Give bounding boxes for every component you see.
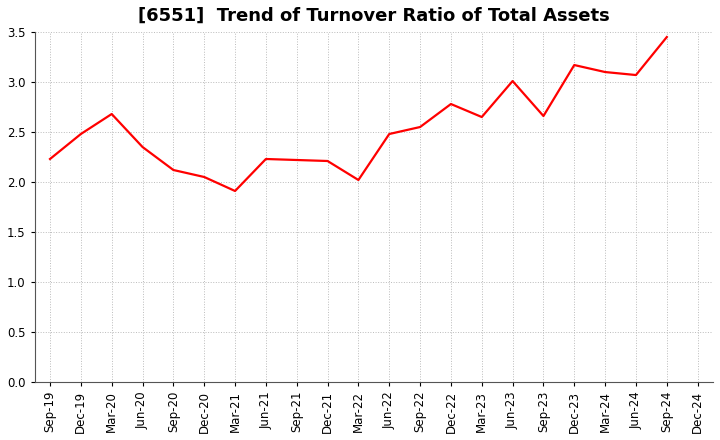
Title: [6551]  Trend of Turnover Ratio of Total Assets: [6551] Trend of Turnover Ratio of Total … [138, 7, 610, 25]
